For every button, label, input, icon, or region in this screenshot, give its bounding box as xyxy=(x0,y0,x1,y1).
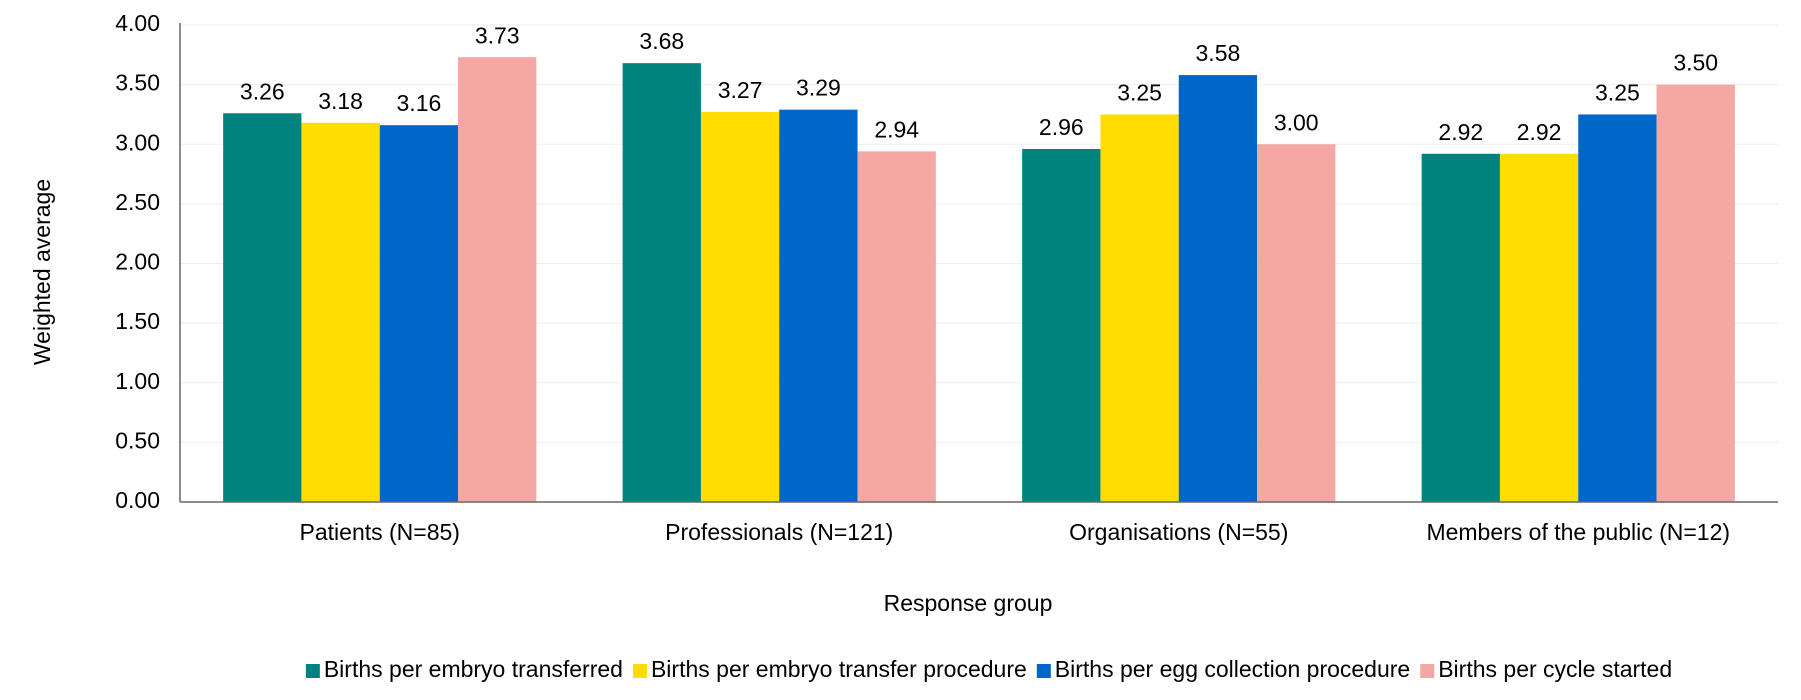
x-axis-title: Response group xyxy=(884,590,1053,616)
data-label: 3.16 xyxy=(397,90,442,116)
x-tick-label: Members of the public (N=12) xyxy=(1426,519,1730,545)
legend-item: Births per cycle started xyxy=(1420,656,1672,682)
legend-label: Births per egg collection procedure xyxy=(1055,656,1410,682)
legend-item: Births per egg collection procedure xyxy=(1036,656,1410,682)
data-label: 3.58 xyxy=(1196,40,1241,66)
x-tick-label: Patients (N=85) xyxy=(300,519,460,545)
y-tick-label: 0.50 xyxy=(115,427,160,453)
y-tick-label: 1.00 xyxy=(115,368,160,394)
legend-swatch xyxy=(1036,664,1051,678)
bar xyxy=(1178,75,1258,503)
data-label: 3.00 xyxy=(1274,109,1319,135)
y-tick-label: 1.50 xyxy=(115,308,160,334)
bar xyxy=(1656,84,1735,502)
y-tick-label: 4.00 xyxy=(115,10,160,36)
x-tick-label: Organisations (N=55) xyxy=(1069,519,1288,545)
y-tick-label: 3.50 xyxy=(115,70,160,96)
data-label: 3.68 xyxy=(639,28,684,54)
data-label: 3.25 xyxy=(1595,80,1640,106)
bar xyxy=(458,57,537,502)
data-label: 2.92 xyxy=(1438,119,1483,145)
legend-item: Births per embryo transfer procedure xyxy=(632,656,1027,682)
data-label: 2.92 xyxy=(1517,119,1562,145)
data-label: 3.26 xyxy=(240,78,285,104)
data-label: 3.27 xyxy=(718,77,763,103)
bar xyxy=(1022,149,1101,502)
legend-swatch xyxy=(1420,664,1435,678)
bar xyxy=(857,151,936,502)
y-tick-label: 2.50 xyxy=(115,189,160,215)
y-axis-title: Weighted average xyxy=(29,179,55,365)
bar xyxy=(622,63,701,502)
data-label: 3.25 xyxy=(1117,80,1162,106)
data-label: 2.94 xyxy=(874,116,919,142)
legend-item: Births per embryo transferred xyxy=(305,656,623,682)
y-tick-label: 3.00 xyxy=(115,129,160,155)
bar xyxy=(1578,114,1657,502)
data-label: 3.18 xyxy=(318,88,363,114)
bar xyxy=(1499,153,1579,503)
y-tick-label: 0.00 xyxy=(115,487,160,513)
data-label: 3.50 xyxy=(1673,50,1718,76)
y-tick-label: 2.00 xyxy=(115,249,160,275)
bar xyxy=(700,112,780,503)
data-label: 2.96 xyxy=(1039,114,1084,140)
bar xyxy=(1421,153,1500,503)
legend-label: Births per cycle started xyxy=(1438,656,1672,682)
bar xyxy=(779,109,858,502)
bar xyxy=(223,113,302,503)
x-tick-label: Professionals (N=121) xyxy=(665,519,893,545)
bar xyxy=(301,122,380,502)
bar xyxy=(1100,114,1179,502)
data-label: 3.29 xyxy=(796,75,841,101)
legend-label: Births per embryo transfer procedure xyxy=(651,656,1027,682)
legend-label: Births per embryo transferred xyxy=(324,656,623,682)
legend-swatch xyxy=(305,664,320,678)
legend-swatch xyxy=(632,664,647,678)
bar xyxy=(1257,144,1336,502)
data-label: 3.73 xyxy=(475,22,520,48)
bar xyxy=(379,125,459,503)
